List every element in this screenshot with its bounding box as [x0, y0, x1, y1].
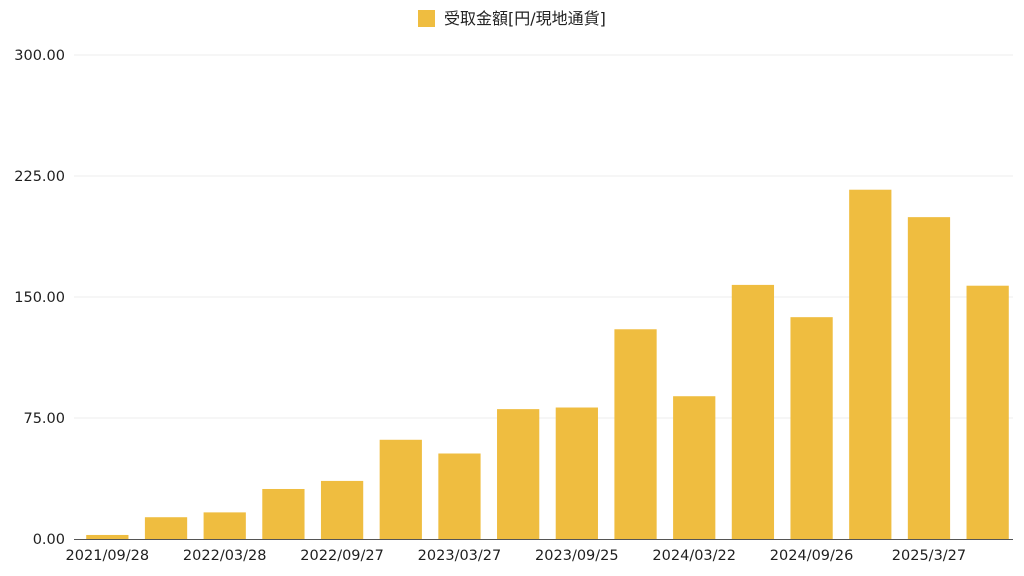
x-tick-label: 2023/03/27 [418, 548, 502, 564]
bars [86, 189, 1009, 540]
y-tick-label: 225.00 [14, 169, 65, 185]
bar[interactable] [379, 439, 422, 539]
y-tick-label: 150.00 [14, 290, 65, 306]
bar[interactable] [262, 488, 305, 539]
y-tick-label: 300.00 [14, 48, 65, 64]
legend[interactable]: 受取金額[円/現地通貨] [0, 9, 1024, 29]
bar[interactable] [907, 217, 951, 539]
bar[interactable] [555, 407, 598, 539]
bar[interactable] [144, 517, 188, 539]
legend-label: 受取金額[円/現地通貨] [444, 9, 606, 28]
y-tick-label: 75.00 [23, 411, 65, 427]
bar[interactable] [203, 512, 246, 539]
bar[interactable] [966, 285, 1009, 539]
x-tick-label: 2024/09/26 [770, 548, 854, 564]
x-tick-label: 2025/3/27 [892, 548, 966, 564]
bar[interactable] [673, 396, 716, 539]
bar[interactable] [497, 409, 540, 539]
y-tick-label: 0.00 [33, 532, 65, 548]
legend-swatch [418, 10, 436, 27]
bar[interactable] [731, 284, 775, 539]
x-tick-label: 2022/09/27 [300, 548, 384, 564]
bar[interactable] [86, 534, 129, 539]
x-tick-label: 2024/03/22 [652, 548, 736, 564]
bar[interactable] [320, 480, 364, 539]
x-tick-label: 2023/09/25 [535, 548, 619, 564]
x-tick-label: 2021/09/28 [66, 548, 150, 564]
tick-labels: 0.00 75.00 150.00 225.00 300.00 2021/09/28 202… [14, 48, 966, 564]
bar[interactable] [614, 329, 657, 539]
bar[interactable] [849, 189, 892, 540]
bar[interactable] [790, 317, 833, 539]
x-tick-label: 2022/03/28 [183, 548, 267, 564]
bar[interactable] [438, 453, 481, 539]
